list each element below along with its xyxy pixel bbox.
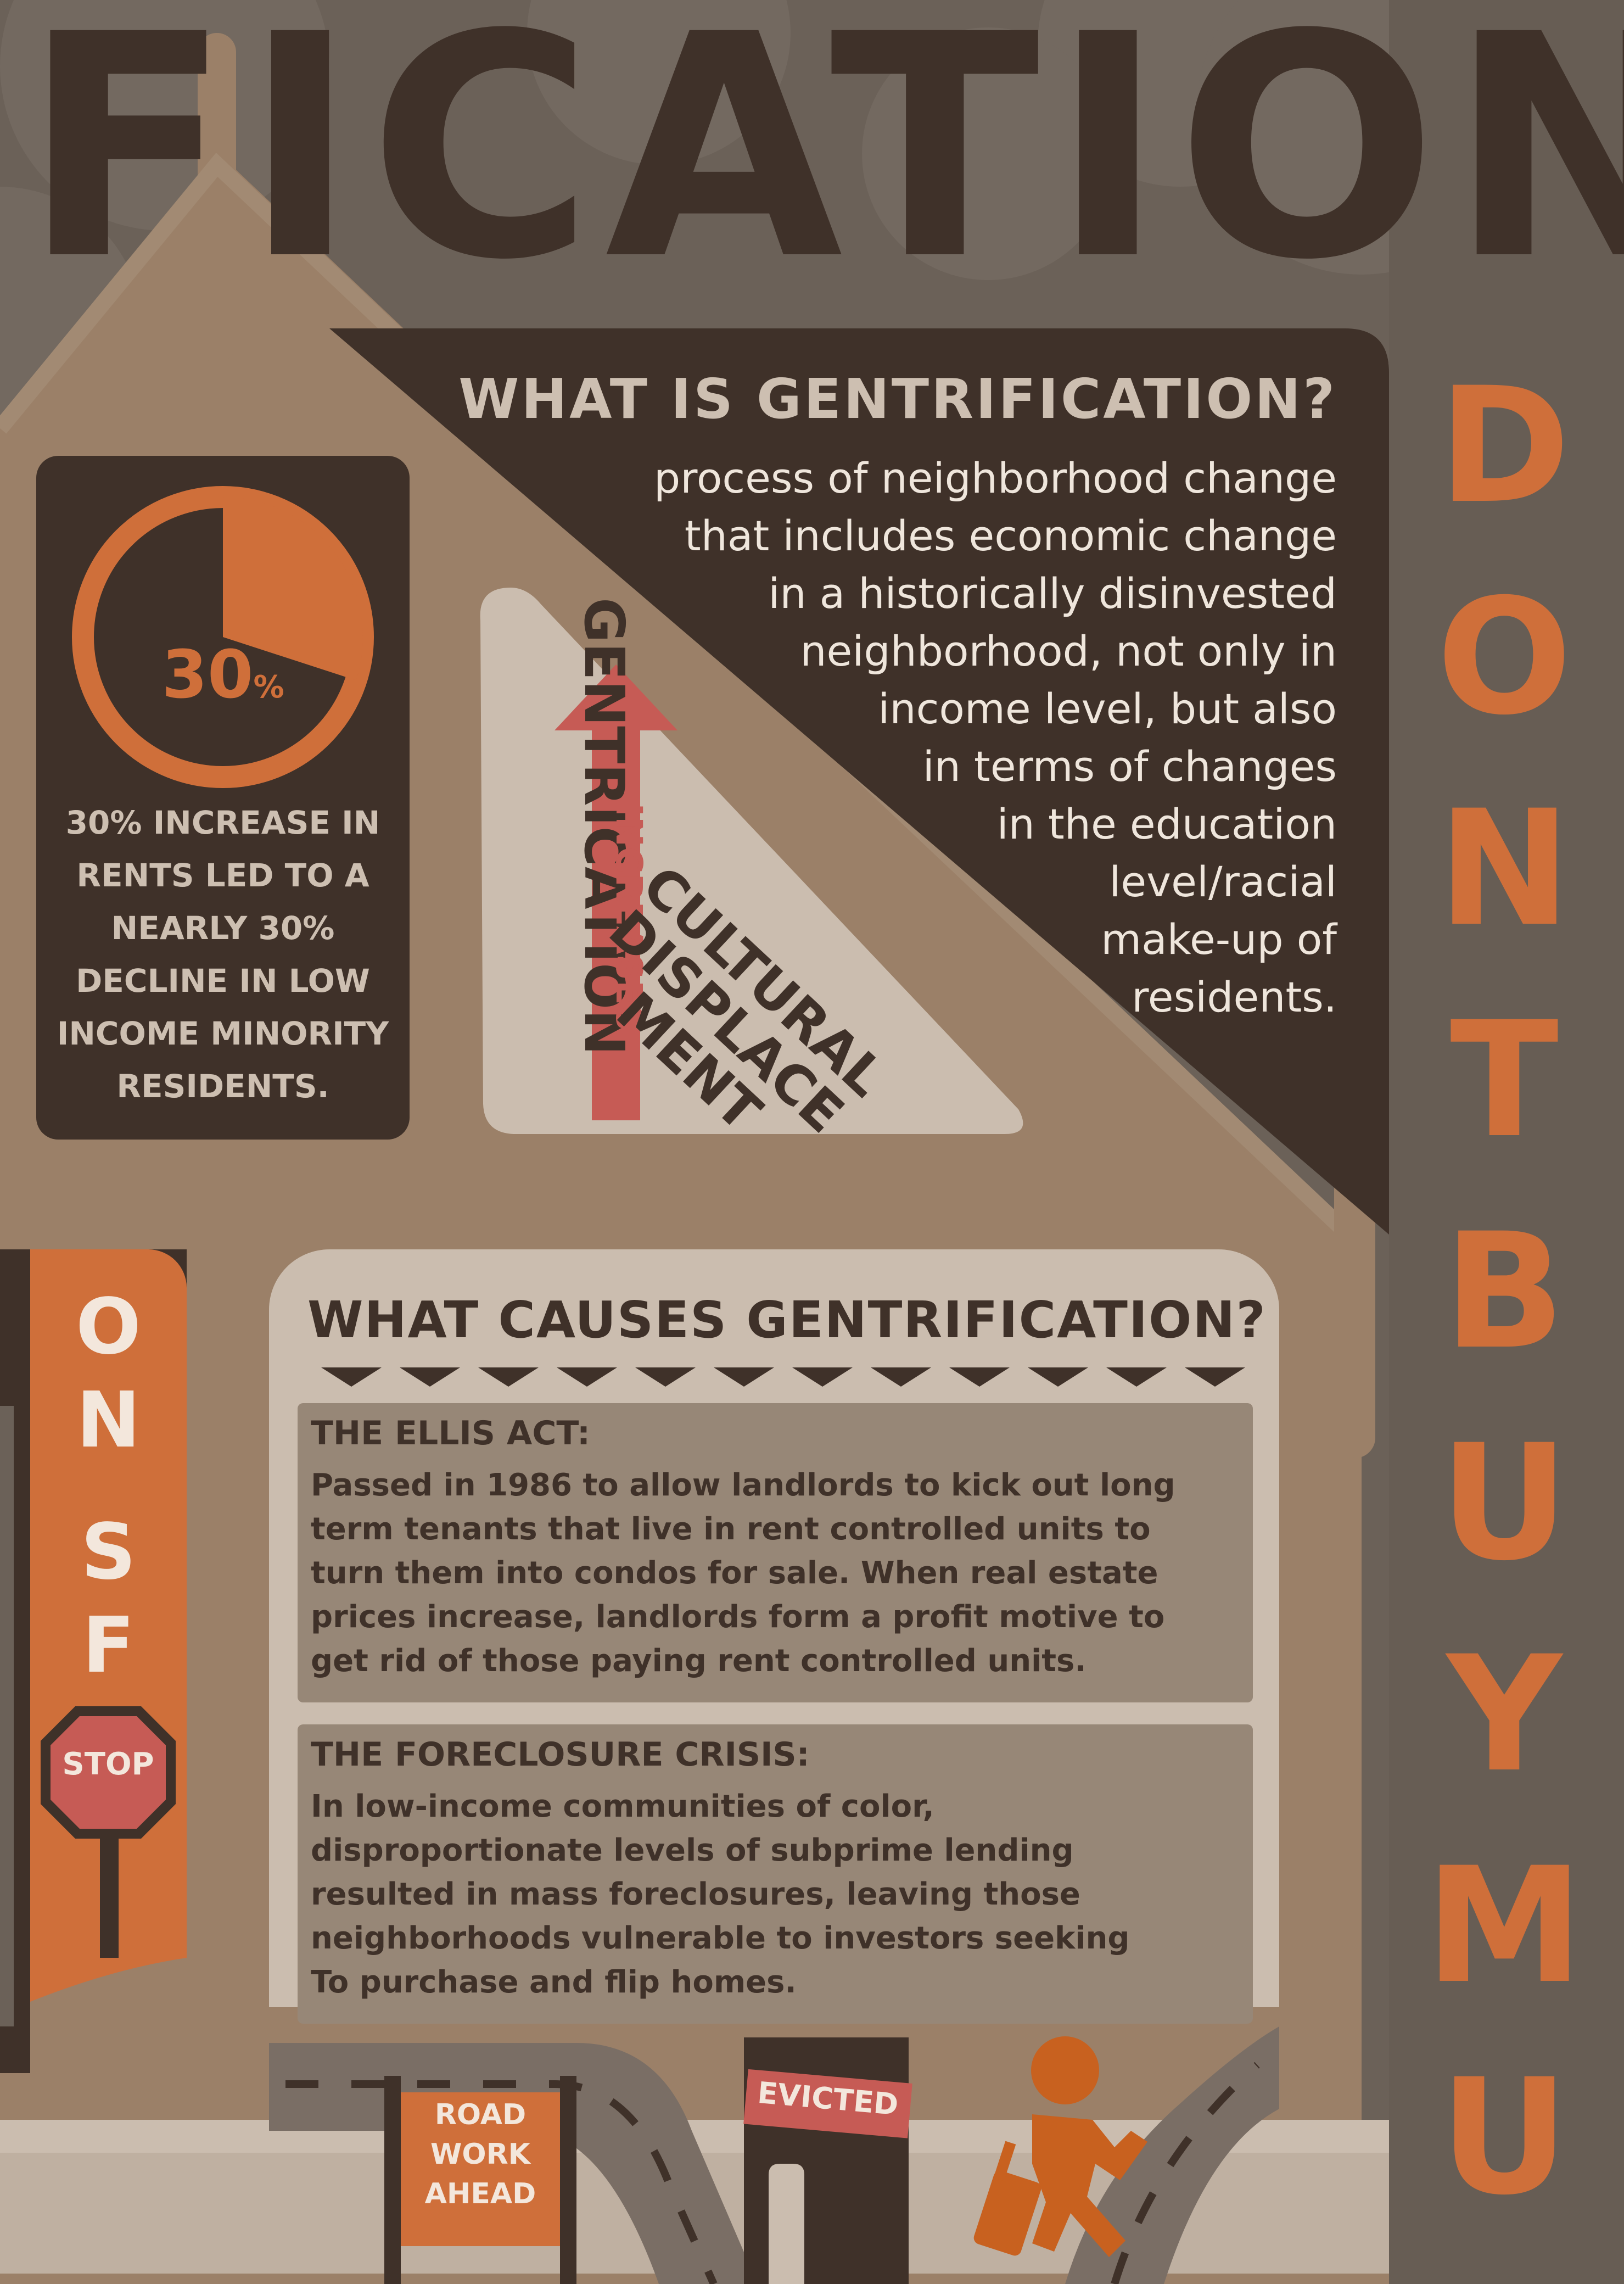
left-wall-shade xyxy=(0,1406,14,2026)
banner-letter: B xyxy=(1443,1199,1565,1384)
chevron-divider xyxy=(321,1367,1245,1387)
banner-letter: O xyxy=(1436,565,1572,750)
hill-shape xyxy=(30,1958,187,2073)
chevron-down-icon xyxy=(557,1367,617,1387)
left-banner-letter: N xyxy=(76,1376,141,1465)
definition-text: process of neighborhood change that incl… xyxy=(654,454,1337,1021)
stat-text: 30% INCREASE IN RENTS LED TO A NEARLY 30… xyxy=(57,804,389,1105)
banner-letter: U xyxy=(1440,2045,1569,2230)
left-banner-letter: F xyxy=(82,1601,135,1690)
triangle-diagram xyxy=(480,588,1023,1134)
chevron-down-icon xyxy=(321,1367,382,1387)
street-scene xyxy=(269,2026,1279,2284)
right-banner: D O N T B U Y M U xyxy=(1405,340,1603,2284)
cause-card: THE ELLIS ACT: Passed in 1986 to allow l… xyxy=(298,1403,1253,1702)
chevron-down-icon xyxy=(1185,1367,1245,1387)
chevron-down-icon xyxy=(792,1367,853,1387)
road-work-sign-text: ROAD WORK AHEAD xyxy=(424,2098,536,2210)
person-with-luggage-icon xyxy=(973,2036,1147,2257)
banner-letter: D xyxy=(1438,354,1571,539)
stat-number: 30% xyxy=(36,637,410,713)
chevron-down-icon xyxy=(400,1367,460,1387)
cause-title: THE ELLIS ACT: xyxy=(311,1414,591,1453)
chevron-down-icon xyxy=(949,1367,1010,1387)
banner-letter: U xyxy=(1440,1411,1569,1596)
door-icon xyxy=(769,2164,804,2284)
cause-title: THE FORECLOSURE CRISIS: xyxy=(311,1735,810,1774)
chevron-down-icon xyxy=(871,1367,931,1387)
up-arrow-icon xyxy=(555,664,677,1120)
causes-panel: WHAT CAUSES GENTRIFICATION? THE ELLIS AC… xyxy=(269,1249,1279,2024)
chevron-down-icon xyxy=(635,1367,696,1387)
banner-letter: N xyxy=(1437,777,1571,962)
left-banner-letter: S xyxy=(81,1507,136,1597)
cause-text: Passed in 1986 to allow landlords to kic… xyxy=(311,1467,1175,1679)
stat-card: 30% 30% INCREASE IN RENTS LED TO A NEARL… xyxy=(36,456,410,1140)
definition-title: WHAT IS GENTRIFICATION? xyxy=(458,367,1337,431)
stat-unit: % xyxy=(253,669,284,705)
banner-letter: M xyxy=(1425,1834,1584,2019)
header-title: FICATION xyxy=(22,0,1624,327)
definition-panel-bg xyxy=(329,328,1389,1235)
banner-letter: T xyxy=(1450,988,1559,1173)
chevron-down-icon xyxy=(478,1367,539,1387)
definition-panel: WHAT IS GENTRIFICATION? process of neigh… xyxy=(329,328,1389,1240)
left-banner-letter: O xyxy=(75,1282,141,1372)
right-banner-text: D O N T B U Y M U xyxy=(1405,340,1603,2243)
stop-sign-icon xyxy=(41,1706,176,1958)
cause-text: In low-income communities of color, disp… xyxy=(311,1789,1130,2000)
chevron-down-icon xyxy=(714,1367,774,1387)
chevron-down-icon xyxy=(1106,1367,1167,1387)
stop-sign-text: STOP xyxy=(62,1746,154,1782)
causes-title: WHAT CAUSES GENTRIFICATION? xyxy=(307,1291,1267,1349)
banner-letter: Y xyxy=(1447,1622,1562,1807)
chevron-down-icon xyxy=(1028,1367,1088,1387)
stat-value: 30 xyxy=(161,637,254,713)
pie-chart-icon xyxy=(72,486,374,788)
cause-card: THE FORECLOSURE CRISIS: In low-income co… xyxy=(298,1724,1253,2024)
